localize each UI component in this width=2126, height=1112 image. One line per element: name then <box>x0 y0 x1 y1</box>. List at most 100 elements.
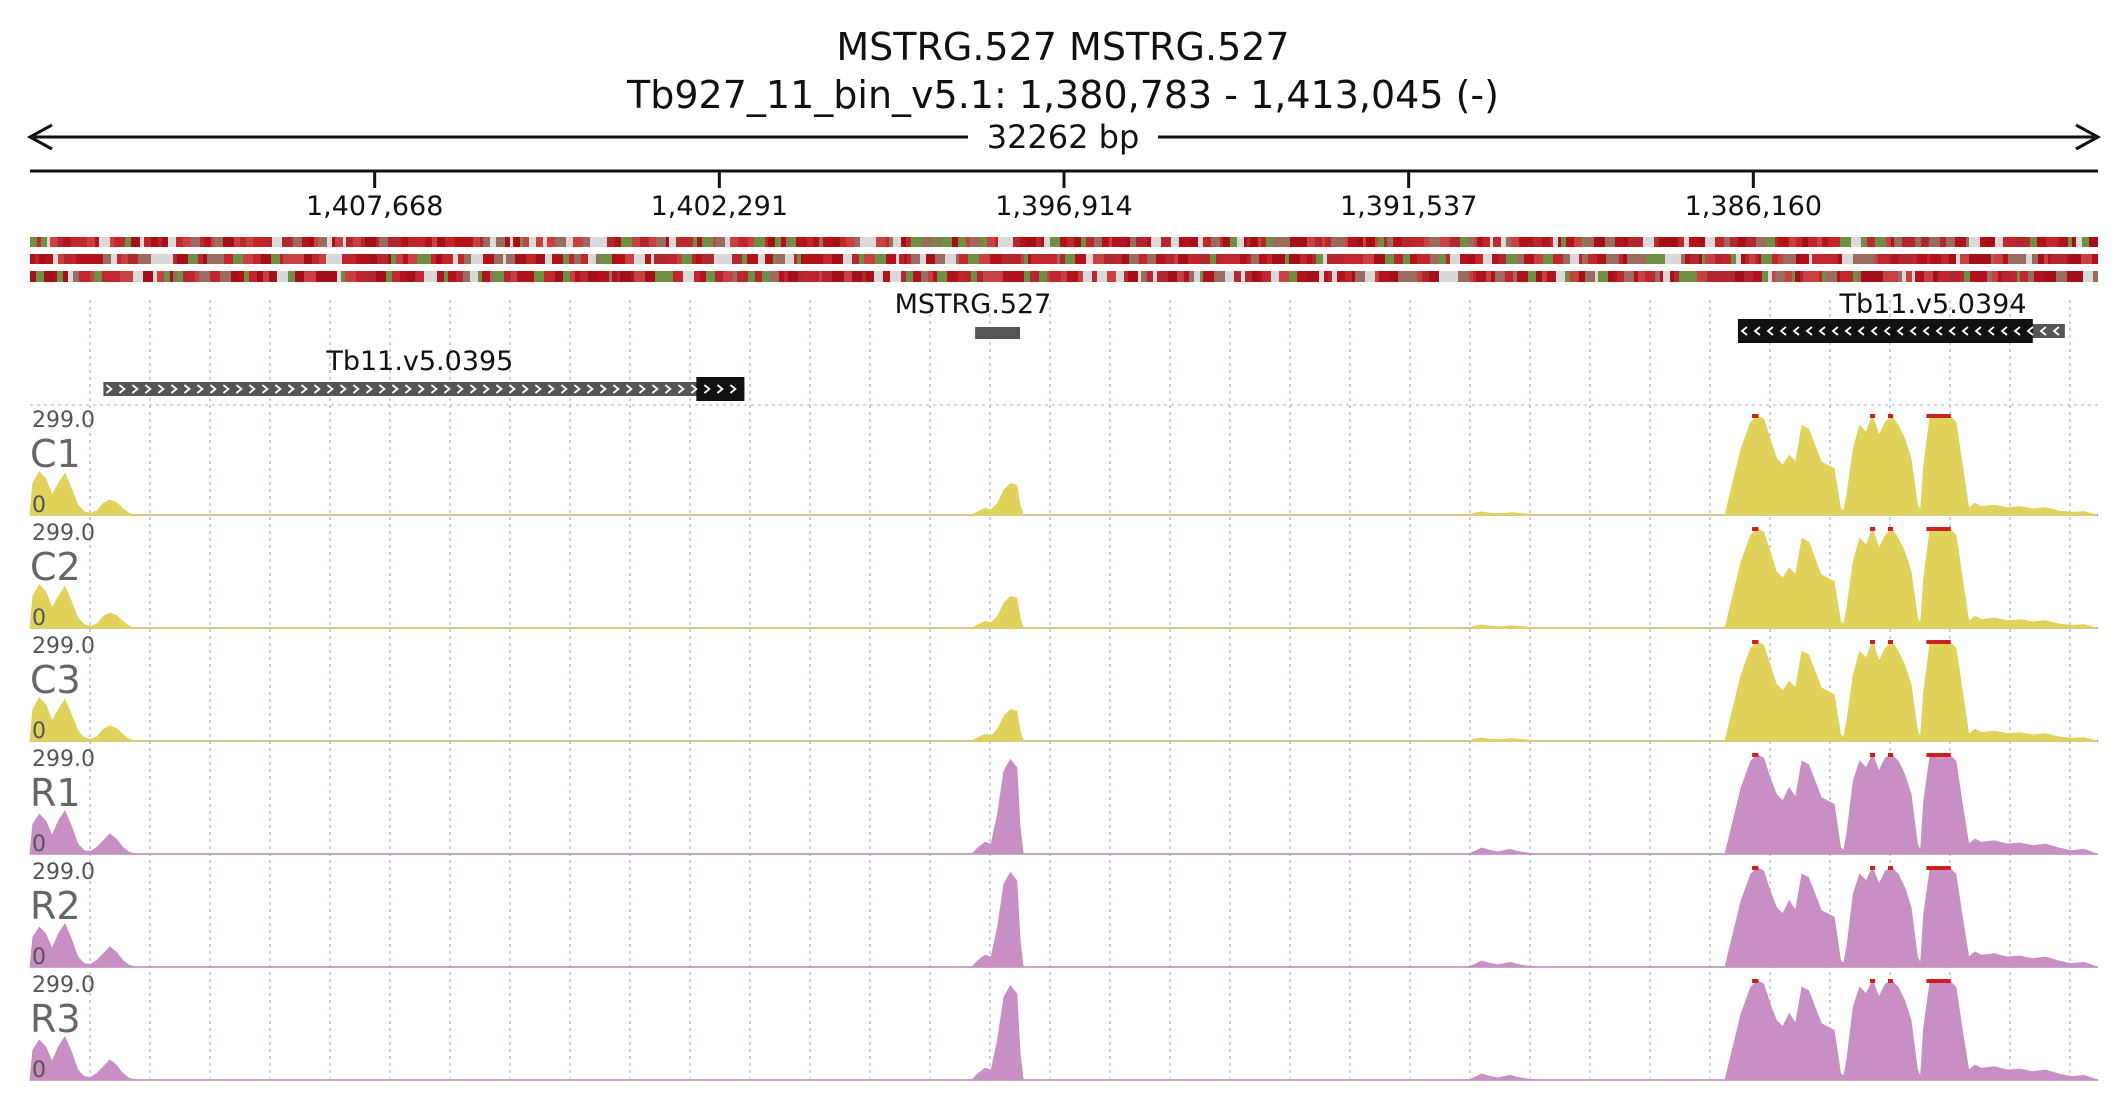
sequence-block <box>1582 254 1588 264</box>
sequence-block <box>855 237 860 247</box>
sequence-block <box>143 271 153 282</box>
clip-marker <box>1926 640 1951 644</box>
sequence-block <box>1597 254 1606 264</box>
sequence-block <box>1188 254 1199 264</box>
sequence-block <box>233 254 243 264</box>
sequence-block <box>590 237 600 247</box>
sequence-block <box>1355 271 1365 282</box>
sequence-block <box>1394 254 1403 264</box>
sequence-block <box>645 254 651 264</box>
sequence-block <box>327 237 332 247</box>
sequence-block <box>257 271 263 282</box>
sequence-block <box>151 237 158 247</box>
sequence-block <box>569 254 574 264</box>
sequence-block <box>1303 254 1307 264</box>
sequence-block <box>2002 271 2012 282</box>
sequence-block <box>415 237 425 247</box>
sequence-block <box>1060 254 1065 264</box>
sequence-block <box>1617 271 1624 282</box>
sequence-block <box>482 271 490 282</box>
sequence-block <box>1517 254 1524 264</box>
sequence-block <box>1875 237 1886 247</box>
sequence-block <box>513 237 516 247</box>
sequence-block <box>913 271 921 282</box>
sequence-block <box>1534 254 1543 264</box>
sequence-block <box>408 254 417 264</box>
ruler: 1,407,668 1,402,291 1,396,914 1,391,537 1,38… <box>306 171 1822 222</box>
sequence-block <box>2030 237 2037 247</box>
sequence-block <box>804 254 813 264</box>
sequence-block <box>631 271 634 282</box>
sequence-block <box>548 271 555 282</box>
sequence-block <box>459 237 467 247</box>
sequence-block <box>1930 254 1941 264</box>
sequence-block <box>231 271 238 282</box>
sequence-block <box>765 254 773 264</box>
sequence-block <box>453 254 458 264</box>
sequence-block <box>755 271 762 282</box>
sequence-block <box>941 237 952 247</box>
sequence-block <box>794 254 797 264</box>
sequence-block <box>1741 254 1745 264</box>
sequence-block <box>151 254 156 264</box>
sequence-block <box>376 271 386 282</box>
sequence-block <box>1834 254 1838 264</box>
sequence-block <box>1483 254 1492 264</box>
track-name-label: R3 <box>30 997 81 1041</box>
sequence-block <box>1718 254 1723 264</box>
sequence-block <box>815 271 819 282</box>
sequence-block <box>1670 271 1674 282</box>
sequence-block <box>170 271 173 282</box>
coverage-track-r2: 299.0R2 0 <box>29 860 2098 970</box>
sequence-block <box>1921 237 1929 247</box>
sequence-block <box>738 237 748 247</box>
sequence-block <box>164 271 170 282</box>
sequence-block <box>1331 237 1341 247</box>
sequence-block <box>1616 254 1619 264</box>
sequence-block <box>458 254 464 264</box>
sequence-block <box>1024 254 1028 264</box>
sequence-block <box>471 254 476 264</box>
sequence-block <box>874 271 883 282</box>
sequence-block <box>191 271 195 282</box>
sequence-block <box>1654 254 1665 264</box>
sequence-block <box>1229 254 1240 264</box>
sequence-block <box>1668 237 1678 247</box>
sequence-block <box>2093 271 2098 282</box>
sequence-block <box>280 254 283 264</box>
strand-chevron-icon <box>1844 326 1852 336</box>
sequence-block <box>1439 254 1446 264</box>
sequence-block <box>261 254 271 264</box>
sequence-block <box>1570 254 1579 264</box>
sequence-block <box>1307 254 1312 264</box>
sequence-block <box>1312 254 1316 264</box>
sequence-block <box>634 254 645 264</box>
sequence-block <box>1969 254 1978 264</box>
clip-marker <box>1926 979 1951 983</box>
strand-chevron-icon <box>1961 326 1969 336</box>
sequence-block <box>1365 271 1375 282</box>
sequence-block <box>1403 254 1410 264</box>
clip-marker <box>1926 414 1951 418</box>
strand-chevron-icon <box>638 384 646 394</box>
sequence-block <box>111 254 117 264</box>
sequence-block <box>2082 237 2089 247</box>
strand-chevron-icon <box>209 384 217 394</box>
sequence-block <box>1949 254 1956 264</box>
sequence-block <box>1118 254 1122 264</box>
sequence-block <box>702 254 707 264</box>
track-min-label: 0 <box>32 493 46 518</box>
feature-block <box>975 327 1021 339</box>
sequence-block <box>1976 271 1987 282</box>
sequence-block <box>1915 237 1921 247</box>
sequence-block <box>2003 254 2008 264</box>
sequence-block <box>1491 271 1495 282</box>
sequence-block <box>706 271 715 282</box>
sequence-block <box>823 254 832 264</box>
strand-chevron-icon <box>287 384 295 394</box>
sequence-block <box>958 271 964 282</box>
sequence-block <box>662 271 673 282</box>
sequence-block <box>1458 271 1469 282</box>
sequence-block <box>1772 254 1778 264</box>
sequence-block <box>2081 254 2092 264</box>
